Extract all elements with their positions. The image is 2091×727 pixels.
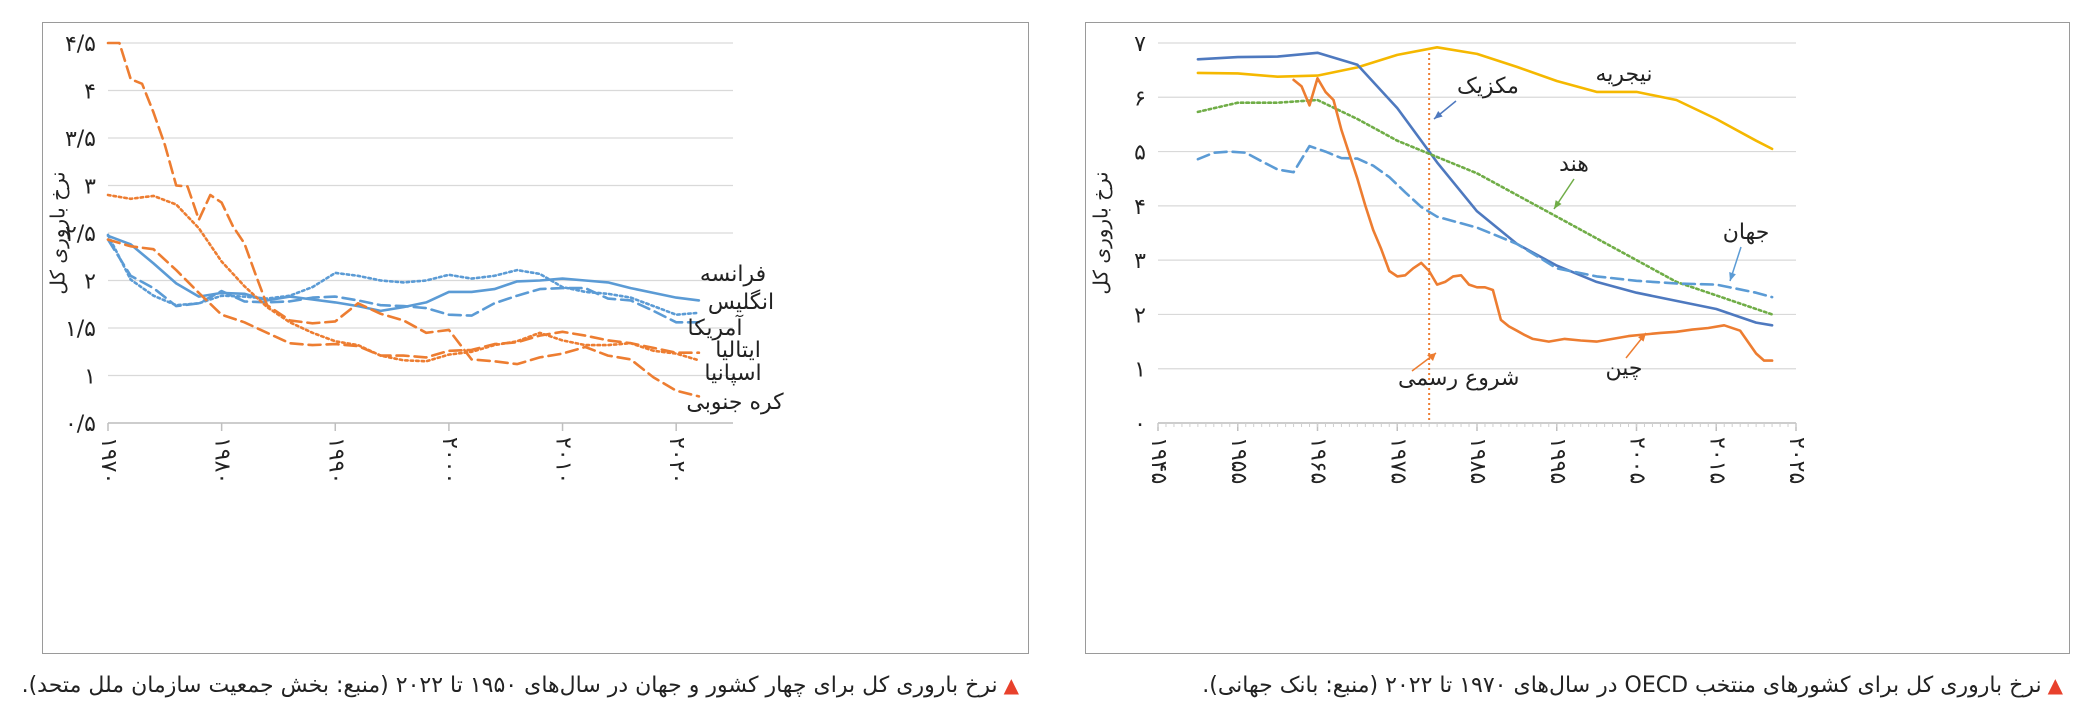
series-line <box>1196 46 1774 151</box>
x-tick-label: ۱۹۴۵ <box>1146 437 1171 484</box>
x-tick-label: ۱۹۸۰ <box>210 437 235 484</box>
right-fertility-chart: ۰ ۱ ۲ ۳ ۴ ۵ ۶ ۷ ۱۹۴۵ ۱۹۵۵ ۱۹۶۵ ۱۹۷۵ ۱۹۸۵ ۱۹۹۵ ۲۰۰۵ ۲۰۱۵… <box>1089 32 1810 484</box>
x-tick-label: ۱۹۹۰ <box>323 437 348 484</box>
left-chart-panel: ۰/۵ ۱ ۱/۵ ۲ ۲/۵ ۳ ۳/۵ ۴ ۴/۵ ۱۹۷۰ ۱۹۸۰ ۱۹۹۰ ۲۰۰۰ ۲۰۱۰ ۲… <box>42 22 1029 654</box>
series-line <box>1196 98 1774 316</box>
x-tick-label: ۲۰۱۵ <box>1704 437 1729 484</box>
x-tick-label: ۲۰۰۵ <box>1625 437 1650 484</box>
series-label: چین <box>1606 356 1643 381</box>
series-label-arrowhead <box>1729 272 1736 281</box>
left-chart-caption: ▲ نرخ باروری کل برای چهار کشور و جهان در… <box>22 668 1019 702</box>
y-tick-label: ۰ <box>1134 412 1146 437</box>
right-chart-caption: ▲ نرخ باروری کل برای کشورهای منتخب OECD … <box>1202 668 2063 702</box>
y-tick-label: ۷ <box>1134 32 1146 57</box>
x-tick-label: ۲۰۰۰ <box>437 437 462 484</box>
y-tick-label: ۳ <box>84 175 96 200</box>
series-label-arrowhead <box>1434 111 1443 119</box>
series-line <box>106 193 701 363</box>
series-label: هند <box>1559 152 1589 177</box>
y-tick-label: ۴ <box>1134 195 1146 220</box>
x-tick-label: ۱۹۸۵ <box>1465 437 1490 484</box>
series-label: اسپانیا <box>704 361 761 386</box>
x-tick-label: ۲۰۲۰ <box>664 437 689 484</box>
series-line <box>1292 77 1774 362</box>
y-tick-label: ۳/۵ <box>65 127 96 152</box>
y-tick-label: ۱ <box>84 365 96 390</box>
y-tick-label: ۴ <box>84 80 96 105</box>
y-tick-label: ۲ <box>84 270 96 295</box>
y-axis-label: نرخ باروری کل <box>46 171 70 294</box>
series-label: کره جنوبی <box>686 390 784 415</box>
series-label: مکزیک <box>1457 74 1519 99</box>
right-chart-panel: ۰ ۱ ۲ ۳ ۴ ۵ ۶ ۷ ۱۹۴۵ ۱۹۵۵ ۱۹۶۵ ۱۹۷۵ ۱۹۸۵ ۱۹۹۵ ۲۰۰۵ ۲۰۱۵… <box>1085 22 2070 654</box>
x-tick-label: ۱۹۶۵ <box>1306 437 1331 484</box>
y-tick-label: ۲ <box>1134 303 1146 328</box>
left-caption-text: نرخ باروری کل برای چهار کشور و جهان در س… <box>21 672 998 698</box>
y-tick-label: ۶ <box>1134 86 1146 111</box>
series-line <box>1196 51 1774 327</box>
series-line <box>106 238 701 359</box>
y-tick-label: ۳ <box>1134 249 1146 274</box>
series-label: انگلیس <box>708 289 774 315</box>
y-tick-label: ۰/۵ <box>65 412 96 437</box>
y-tick-label: ۵ <box>1134 141 1146 166</box>
left-fertility-chart: ۰/۵ ۱ ۱/۵ ۲ ۲/۵ ۳ ۳/۵ ۴ ۴/۵ ۱۹۷۰ ۱۹۸۰ ۱۹۹۰ ۲۰۰۰ ۲۰۱۰ ۲… <box>46 32 785 484</box>
right-caption-text: نرخ باروری کل برای کشورهای منتخب OECD در… <box>1202 672 2042 698</box>
series-label: جهان <box>1723 220 1770 245</box>
series-label: آمریکا <box>687 314 743 341</box>
series-line <box>1196 144 1774 299</box>
y-axis-label: نرخ باروری کل <box>1089 171 1113 294</box>
series-label-arrowhead <box>1554 200 1562 209</box>
series-line <box>106 233 701 316</box>
x-tick-label: ۱۹۹۵ <box>1545 437 1570 484</box>
official-start-arrowhead <box>1427 353 1436 361</box>
x-tick-label: ۱۹۵۵ <box>1226 437 1251 484</box>
x-tick-label: ۲۰۱۰ <box>551 437 576 484</box>
y-tick-label: ۴/۵ <box>65 32 96 57</box>
y-tick-label: ۲/۵ <box>65 222 96 247</box>
official-start-label: شروع رسمی <box>1398 366 1519 391</box>
caption-triangle-icon: ▲ <box>2047 673 2063 697</box>
caption-triangle-icon: ▲ <box>1003 673 1019 697</box>
x-tick-label: ۲۰۲۵ <box>1784 437 1809 484</box>
series-line <box>106 41 701 398</box>
y-tick-label: ۱/۵ <box>65 317 96 342</box>
series-label: ایتالیا <box>715 338 761 363</box>
y-tick-label: ۱ <box>1134 358 1146 383</box>
x-tick-label: ۱۹۷۰ <box>96 437 121 484</box>
x-tick-label: ۱۹۷۵ <box>1385 437 1410 484</box>
series-label-arrowhead <box>1638 333 1646 342</box>
series-label: نیجریه <box>1595 62 1652 87</box>
series-label: فرانسه <box>700 262 766 287</box>
